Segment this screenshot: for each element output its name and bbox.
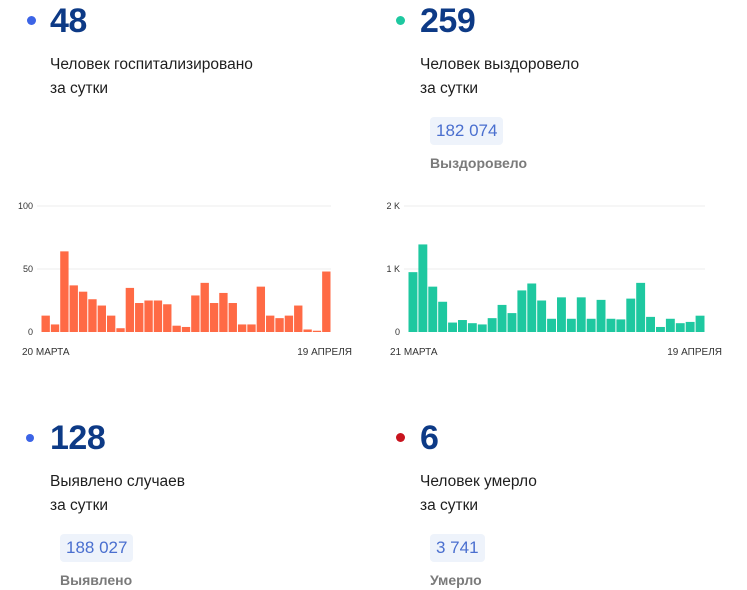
bar: [69, 285, 78, 332]
dot-icon: [26, 434, 34, 442]
cases-desc-line1: Выявлено случаев: [50, 473, 185, 490]
x-start-label: 20 МАРТА: [22, 347, 70, 358]
bar: [116, 328, 125, 332]
bar: [60, 251, 69, 332]
bar: [78, 291, 88, 332]
y-tick-label: 0: [28, 327, 33, 337]
bar: [616, 319, 626, 332]
bar: [88, 299, 97, 332]
y-tick-label: 0: [395, 327, 400, 337]
bar: [228, 303, 237, 332]
bar: [303, 329, 312, 332]
bar: [312, 330, 322, 332]
bar: [596, 299, 606, 332]
deaths-desc-line2: за сутки: [420, 497, 479, 514]
bar: [266, 315, 275, 332]
x-start-label: 21 МАРТА: [390, 347, 438, 358]
bar: [50, 324, 60, 332]
bar: [636, 282, 646, 332]
bar: [477, 324, 487, 332]
bar: [576, 297, 586, 332]
bar: [322, 271, 331, 332]
cases-total-label: Выявлено: [60, 572, 133, 588]
x-end-label: 19 АПРЕЛЯ: [297, 347, 352, 358]
bar: [209, 303, 219, 332]
bar: [125, 287, 135, 332]
deaths-total-label: Умерло: [430, 572, 482, 588]
dot-icon: [396, 433, 405, 442]
bar: [467, 323, 477, 332]
deaths-total-badge: 3 741: [430, 534, 485, 562]
bar: [153, 300, 163, 332]
recovered-desc-line2: за сутки: [420, 80, 479, 97]
cases-value: 128: [50, 419, 106, 457]
bar: [626, 298, 636, 332]
hospitalized-desc-line2: за сутки: [50, 80, 109, 97]
hospitalized-value: 48: [50, 2, 87, 40]
bar: [163, 304, 172, 332]
recovered-total-badge: 182 074: [430, 117, 504, 145]
bar: [191, 295, 200, 332]
y-tick-label: 2 K: [386, 201, 400, 211]
bar: [237, 324, 247, 332]
bar: [685, 321, 695, 332]
recovered-total-label: Выздоровело: [430, 155, 528, 171]
y-tick-label: 1 K: [386, 264, 400, 274]
bar: [497, 304, 507, 332]
bar: [557, 297, 566, 332]
bar: [418, 244, 428, 332]
bar: [695, 315, 705, 332]
deaths-value: 6: [420, 419, 439, 457]
bar: [448, 322, 457, 332]
bar: [256, 286, 266, 332]
bar: [408, 272, 418, 332]
bar: [172, 325, 181, 332]
recovered-chart: 0 1 K 2 K 21 МАРТА 19 АПРЕЛЯ: [386, 201, 722, 358]
bar: [675, 323, 685, 332]
recovered-desc-line1: Человек выздоровело: [420, 56, 580, 73]
bar: [656, 326, 665, 332]
bar: [606, 318, 616, 332]
bar: [41, 315, 50, 332]
bar: [458, 320, 467, 332]
cases-desc-line2: за сутки: [50, 497, 109, 514]
bar: [547, 318, 556, 332]
dot-icon: [396, 16, 405, 25]
bar: [144, 300, 153, 332]
bar: [487, 318, 497, 332]
bar: [135, 303, 144, 332]
bar: [586, 318, 596, 332]
bar: [517, 290, 527, 332]
bar: [438, 301, 448, 332]
bar: [665, 318, 675, 332]
dot-icon: [27, 16, 36, 25]
bar: [527, 283, 537, 332]
hospitalized-desc-line1: Человек госпитализировано: [50, 56, 253, 73]
bar: [284, 315, 294, 332]
bar: [247, 324, 256, 332]
bar: [181, 326, 191, 332]
bar: [566, 318, 576, 332]
cases-total-badge: 188 027: [60, 534, 134, 562]
bar: [646, 316, 655, 332]
bar: [537, 300, 547, 332]
bar: [200, 282, 209, 332]
bar: [428, 286, 438, 332]
y-tick-label: 100: [18, 201, 33, 211]
deaths-desc-line1: Человек умерло: [420, 473, 537, 490]
bar: [97, 305, 106, 332]
bar: [219, 292, 228, 332]
bar: [106, 315, 116, 332]
y-tick-label: 50: [23, 264, 33, 274]
recovered-value: 259: [420, 2, 476, 40]
bar: [507, 313, 517, 332]
bar: [275, 318, 284, 332]
hospitalized-chart: 0 50 100 20 МАРТА 19 АПРЕЛЯ: [18, 201, 352, 358]
bar: [294, 305, 303, 332]
x-end-label: 19 АПРЕЛЯ: [667, 347, 722, 358]
